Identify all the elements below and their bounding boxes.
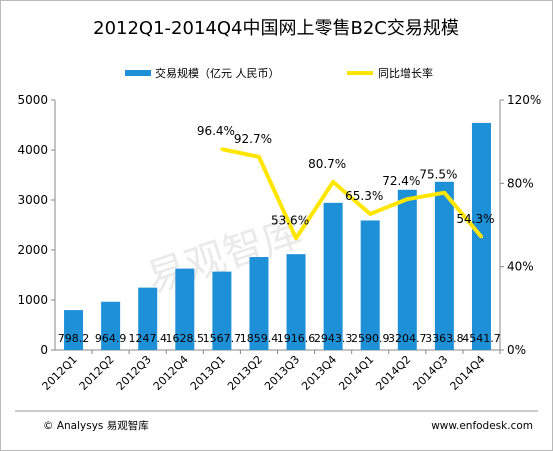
growth-value-label: 96.4% — [197, 124, 235, 138]
growth-value-label: 80.7% — [308, 157, 346, 171]
growth-value-label: 72.4% — [382, 174, 420, 188]
bar-value-label: 964.9 — [95, 332, 127, 345]
growth-value-label: 53.6% — [271, 213, 309, 227]
x-tick-label: 2014Q4 — [448, 353, 488, 393]
bar — [64, 310, 84, 350]
bar — [397, 189, 417, 350]
x-tick-label: 2014Q2 — [373, 353, 413, 393]
bar-value-label: 2943.3 — [314, 332, 353, 345]
bar-value-label: 1859.4 — [240, 332, 279, 345]
bar — [249, 257, 269, 350]
y-left-tick-label: 1000 — [17, 293, 48, 307]
bar — [360, 220, 380, 350]
growth-line — [220, 147, 483, 241]
x-tick-label: 2012Q1 — [40, 353, 80, 393]
bar — [175, 268, 195, 350]
growth-point — [442, 191, 446, 195]
x-tick-label: 2012Q2 — [77, 353, 117, 393]
footer-source: © Analysys 易观智库 — [43, 419, 149, 432]
growth-line-path — [221, 147, 483, 241]
footer-url: www.enfodesk.com — [431, 420, 533, 432]
growth-point — [368, 212, 372, 216]
x-tick-label: 2013Q3 — [262, 353, 302, 393]
legend: 交易规模（亿元 人民币） 同比增长率 — [125, 66, 433, 80]
x-tick-label: 2012Q3 — [114, 353, 154, 393]
bar — [212, 271, 232, 350]
bar-value-label: 1247.4 — [128, 332, 167, 345]
y-left-tick-label: 3000 — [17, 193, 48, 207]
x-tick-label: 2013Q4 — [299, 353, 339, 393]
growth-value-label: 75.5% — [419, 168, 457, 182]
bar-value-label: 798.2 — [58, 332, 90, 345]
bar — [323, 202, 343, 350]
x-tick-label: 2013Q2 — [225, 353, 265, 393]
growth-point — [257, 155, 261, 159]
y-right-tick-label: 120% — [507, 93, 541, 107]
growth-point — [331, 180, 335, 184]
growth-point — [294, 236, 298, 240]
bar-value-label: 3363.8 — [425, 332, 464, 345]
bar-value-label: 3204.7 — [388, 332, 427, 345]
bar — [434, 181, 454, 350]
legend-bar-swatch — [125, 70, 151, 76]
x-tick-label: 2014Q1 — [336, 353, 376, 393]
bar-value-label: 1916.6 — [277, 332, 316, 345]
y-left-tick-label: 4000 — [17, 143, 48, 157]
growth-value-label: 65.3% — [345, 189, 383, 203]
y-left-tick-label: 2000 — [17, 243, 48, 257]
bar-value-label: 2590.9 — [351, 332, 390, 345]
bar-value-label: 1567.7 — [203, 332, 242, 345]
growth-value-label: 92.7% — [234, 132, 272, 146]
data-labels: 798.2 964.9 1247.41628.51567.71859.41916.6… — [58, 124, 501, 345]
bar-value-label: 4541.7 — [462, 332, 501, 345]
legend-bar-label: 交易规模（亿元 人民币） — [155, 66, 280, 80]
bar — [101, 301, 121, 350]
x-tick-label: 2013Q1 — [188, 353, 228, 393]
bar — [138, 287, 158, 350]
chart-title: 2012Q1-2014Q4中国网上零售B2C交易规模 — [93, 18, 459, 39]
y-left-tick-label: 0 — [40, 343, 48, 357]
y-right-tick-label: 80% — [507, 176, 534, 190]
bar — [286, 254, 306, 350]
bar-value-label: 1628.5 — [166, 332, 205, 345]
y-left-tick-label: 5000 — [17, 93, 48, 107]
x-tick-label: 2014Q3 — [410, 353, 450, 393]
growth-point — [479, 235, 483, 239]
growth-point — [220, 147, 224, 151]
growth-value-label: 54.3% — [456, 212, 494, 226]
bars — [64, 122, 491, 350]
y-right-tick-label: 40% — [507, 260, 534, 274]
x-tick-label: 2012Q4 — [151, 353, 191, 393]
legend-line-label: 同比增长率 — [378, 66, 433, 80]
y-right-tick-label: 0% — [507, 343, 526, 357]
growth-point — [405, 197, 409, 201]
